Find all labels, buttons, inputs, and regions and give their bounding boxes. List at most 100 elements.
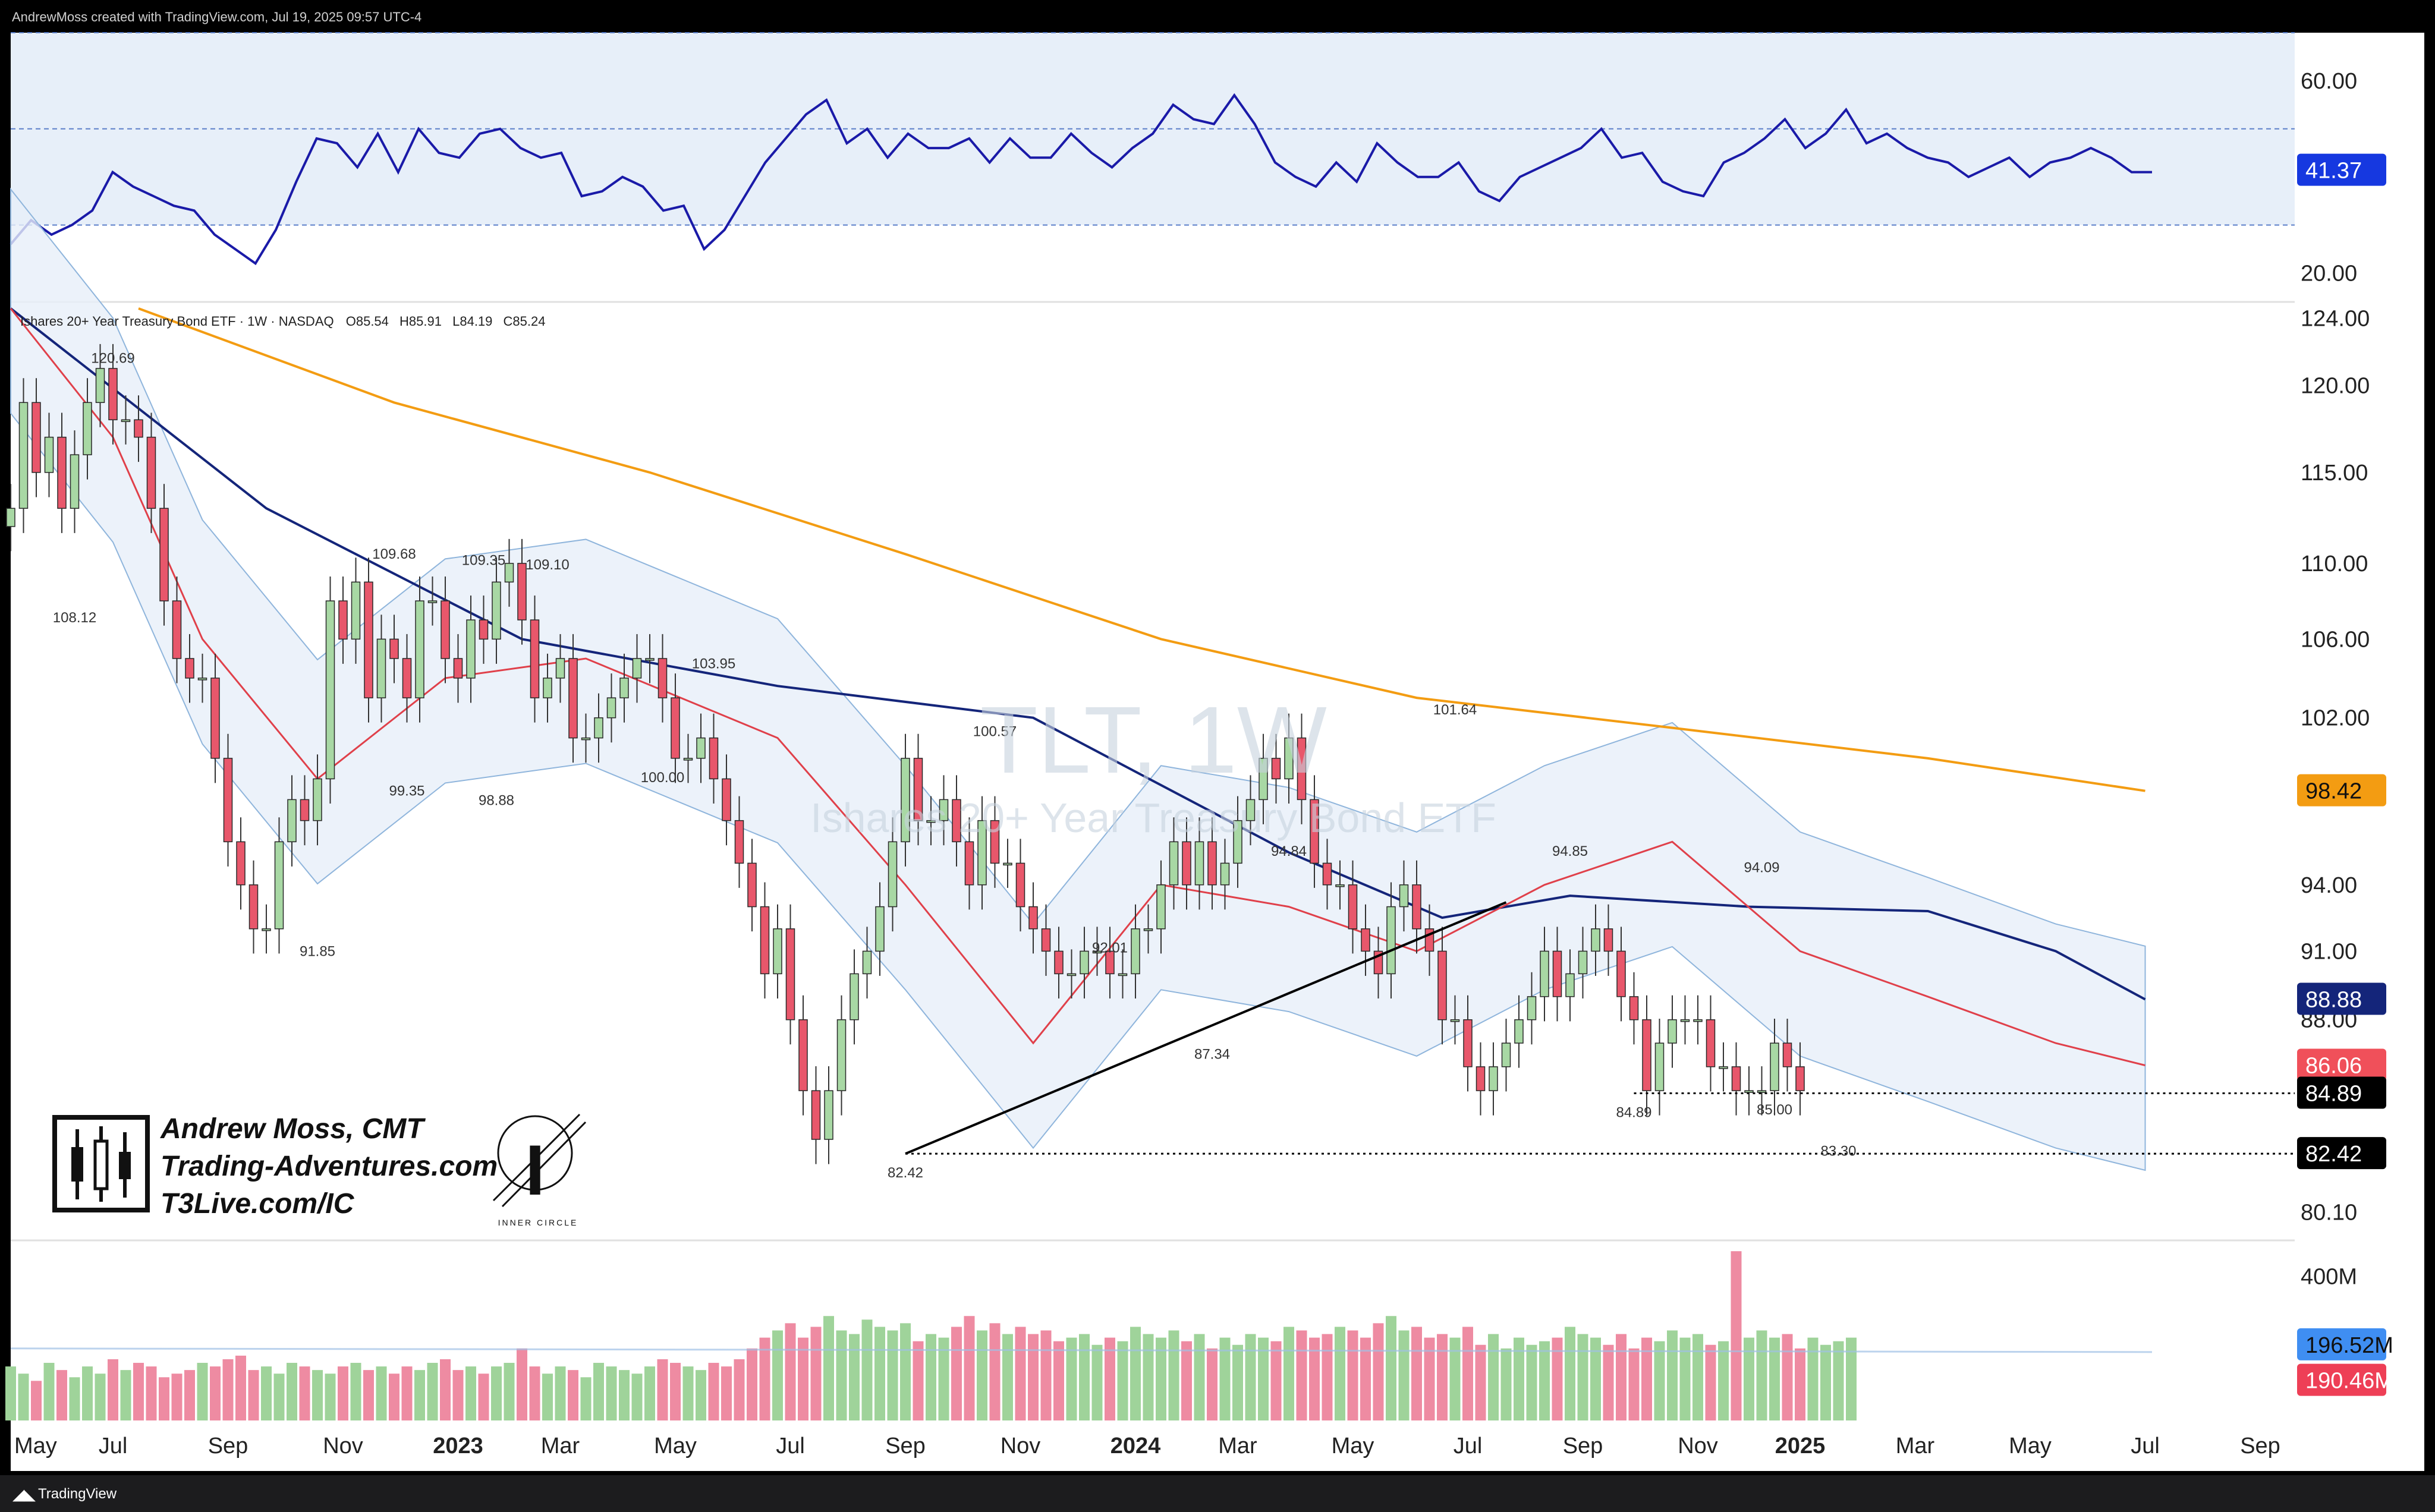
candle	[1284, 737, 1294, 780]
candle	[760, 906, 770, 975]
time-tick: Sep	[885, 1434, 926, 1459]
candle	[1527, 996, 1537, 1020]
volume-bar	[440, 1359, 451, 1420]
candle	[964, 841, 974, 886]
volume-bar	[1411, 1327, 1422, 1420]
rsi-tick: 20.00	[2301, 261, 2357, 286]
volume-bar	[1488, 1334, 1499, 1420]
volume-bar	[82, 1366, 93, 1420]
candle	[517, 563, 527, 620]
candle	[1003, 862, 1012, 866]
volume-bar	[810, 1327, 822, 1420]
volume-bar	[670, 1363, 681, 1420]
volume-bar	[1500, 1348, 1512, 1420]
volume-bar	[350, 1363, 361, 1420]
volume-bar	[1386, 1316, 1396, 1420]
volume-tick: 400M	[2301, 1265, 2357, 1290]
volume-bar	[1091, 1344, 1103, 1420]
candle	[1540, 950, 1549, 997]
tradingview-logo-icon[interactable]: ◢◣	[13, 1487, 35, 1503]
volume-bar	[1283, 1327, 1294, 1420]
volume-bar	[1475, 1344, 1486, 1420]
candle	[785, 928, 795, 1020]
inner-circle-badge-icon: I INNER CIRCLE	[492, 1113, 587, 1227]
logo-line-3: T3Live.com/IC	[161, 1188, 355, 1220]
rsi-line	[10, 93, 2152, 266]
time-tick: Jul	[99, 1434, 128, 1459]
candle	[1041, 928, 1051, 952]
candle	[197, 678, 207, 681]
candle	[351, 581, 361, 640]
candle	[1642, 1019, 1651, 1091]
volume-bar	[1769, 1337, 1780, 1420]
candle	[734, 820, 744, 864]
candle	[1591, 928, 1600, 952]
rsi-panel[interactable]	[10, 32, 2295, 266]
volume-bar	[887, 1330, 898, 1420]
time-tick: May	[1332, 1434, 1374, 1459]
candle	[185, 658, 194, 679]
candle	[939, 799, 949, 821]
price-tick: 120.00	[2301, 373, 2370, 398]
candle	[1386, 906, 1396, 975]
badge-text: INNER CIRCLE	[498, 1218, 578, 1227]
candle	[1118, 973, 1128, 976]
candle	[798, 1019, 808, 1091]
volume-bar	[798, 1337, 808, 1420]
volume-bar	[18, 1374, 29, 1420]
candle	[466, 619, 476, 679]
candle	[1412, 884, 1421, 930]
candle	[492, 581, 501, 640]
volume-bar	[504, 1363, 515, 1420]
volume-bar	[529, 1366, 540, 1420]
volume-bar	[874, 1327, 885, 1420]
level-value-label-1-bg	[2297, 1076, 2386, 1109]
volume-bar	[772, 1330, 783, 1420]
candle	[1795, 1066, 1805, 1091]
ema-value-label: 86.06	[2305, 1053, 2362, 1078]
time-tick: 2025	[1775, 1434, 1826, 1459]
volume-bar	[759, 1337, 770, 1420]
volume-bar	[1437, 1334, 1448, 1420]
volume-panel[interactable]	[5, 1251, 2153, 1420]
candle	[1143, 928, 1153, 931]
time-axis[interactable]: May Jul Sep Nov 2023 Mar May Jul Sep Nov 2024 Mar Ma…	[14, 1434, 2280, 1459]
svg-text:Ishares 20+ Year Treasury Bond: Ishares 20+ Year Treasury Bond ETF · 1W …	[20, 314, 545, 329]
volume-bar	[1705, 1344, 1716, 1420]
volume-bar	[1015, 1327, 1026, 1420]
volume-bar	[1053, 1341, 1064, 1420]
price-tick: 115.00	[2301, 461, 2368, 486]
price-annotation: 100.57	[973, 723, 1017, 739]
price-panel[interactable]: 120.69 108.12 91.85 109.68 99.35 109.35 98.88 1…	[6, 187, 2295, 1182]
volume-bar	[1335, 1327, 1345, 1420]
volume-bar	[401, 1366, 413, 1420]
price-tick: 91.00	[2301, 939, 2357, 964]
candle	[236, 841, 246, 886]
footer-brand[interactable]: TradingView	[38, 1486, 117, 1502]
svg-text:I: I	[525, 1130, 545, 1210]
candle	[1207, 841, 1217, 886]
legend-close: C85.24	[504, 314, 546, 329]
rsi-value-label-bg	[2297, 153, 2386, 186]
price-annotation: 82.42	[888, 1165, 923, 1181]
time-tick: 2024	[1110, 1434, 1161, 1459]
time-tick: Mar	[1896, 1434, 1935, 1459]
legend-title: Ishares 20+ Year Treasury Bond ETF · 1W …	[20, 314, 334, 329]
candle	[1233, 820, 1242, 864]
price-annotation: 87.34	[1194, 1047, 1230, 1063]
candle	[83, 402, 92, 455]
volume-bar	[197, 1363, 208, 1420]
candle	[568, 658, 578, 739]
candle	[645, 658, 655, 661]
volume-bar	[1628, 1348, 1640, 1420]
time-tick: May	[654, 1434, 697, 1459]
volume-bar	[682, 1366, 694, 1420]
candle	[313, 778, 322, 821]
volume-bar	[1168, 1330, 1179, 1420]
price-annotation: 91.85	[300, 943, 335, 959]
volume-bar	[580, 1377, 592, 1420]
price-axis[interactable]: 60.00 20.00 124.00 120.00 115.00 110.00 106.00…	[2297, 69, 2393, 1396]
volume-bar	[210, 1366, 221, 1420]
price-annotation: 109.68	[372, 546, 416, 562]
